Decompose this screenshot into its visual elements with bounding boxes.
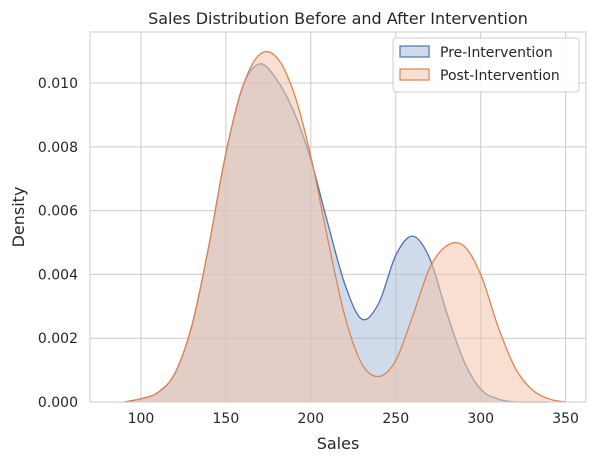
- x-tick-label: 150: [213, 411, 240, 427]
- legend-label-2: Post-Intervention: [440, 68, 560, 84]
- tick-labels: 100 150 200 250 300 350 0.000 0.002 0.004 0.006 0.…: [38, 76, 579, 427]
- y-tick-label: 0.000: [38, 395, 78, 411]
- legend: Pre-Intervention Post-Intervention: [392, 37, 580, 93]
- y-tick-label: 0.004: [38, 267, 78, 283]
- legend-label-1: Pre-Intervention: [440, 45, 553, 61]
- x-tick-label: 350: [552, 411, 579, 427]
- chart-title: Sales Distribution Before and After Inte…: [148, 9, 528, 28]
- series-line-2: [123, 50, 566, 403]
- y-tick-label: 0.008: [38, 140, 78, 156]
- series-layer: [123, 50, 566, 403]
- y-axis-title: Density: [9, 187, 28, 248]
- x-tick-label: 200: [297, 411, 324, 427]
- y-tick-label: 0.010: [38, 76, 78, 92]
- x-axis-title: Sales: [317, 434, 360, 453]
- y-tick-label: 0.006: [38, 204, 78, 220]
- legend-swatch-2: [399, 68, 430, 81]
- x-tick-label: 250: [382, 411, 409, 427]
- plot-frame: [89, 31, 587, 403]
- legend-box: [392, 37, 580, 93]
- y-tick-label: 0.002: [38, 331, 78, 347]
- series-area-2: [123, 51, 566, 402]
- legend-swatch-1: [399, 45, 430, 58]
- x-tick-label: 300: [467, 411, 494, 427]
- x-tick-label: 100: [128, 411, 155, 427]
